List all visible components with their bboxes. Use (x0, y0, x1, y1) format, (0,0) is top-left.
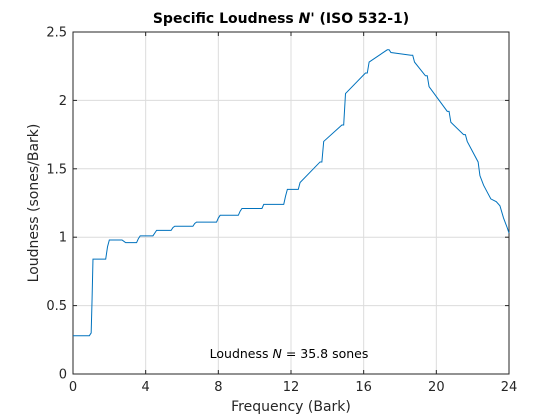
x-tick-label: 24 (501, 380, 518, 395)
y-tick-label: 2 (59, 94, 67, 109)
x-tick-label: 0 (69, 380, 77, 395)
y-tick-label: 1.5 (46, 162, 67, 177)
x-axis-label: Frequency (Bark) (231, 399, 351, 415)
y-axis-label: Loudness (sones/Bark) (26, 124, 42, 283)
y-tick-label: 2.5 (46, 26, 67, 41)
x-tick-label: 4 (142, 380, 150, 395)
x-tick-label: 20 (428, 380, 445, 395)
y-tick-label: 0 (59, 368, 67, 383)
chart-title: Specific Loudness N' (ISO 532-1) (153, 11, 409, 27)
specific-loudness-series-line (73, 49, 510, 337)
y-tick-label: 1 (59, 231, 67, 246)
x-tick-label: 12 (283, 380, 300, 395)
ticks (72, 31, 510, 375)
y-tick-label: 0.5 (46, 299, 67, 314)
x-tick-label: 16 (355, 380, 372, 395)
tick-labels: 0 4 8 12 16 20 24 0 0.5 1 1.5 2 2.5 (46, 26, 517, 396)
x-tick-label: 8 (214, 380, 222, 395)
total-loudness-annotation: Loudness N = 35.8 sones (210, 346, 369, 361)
